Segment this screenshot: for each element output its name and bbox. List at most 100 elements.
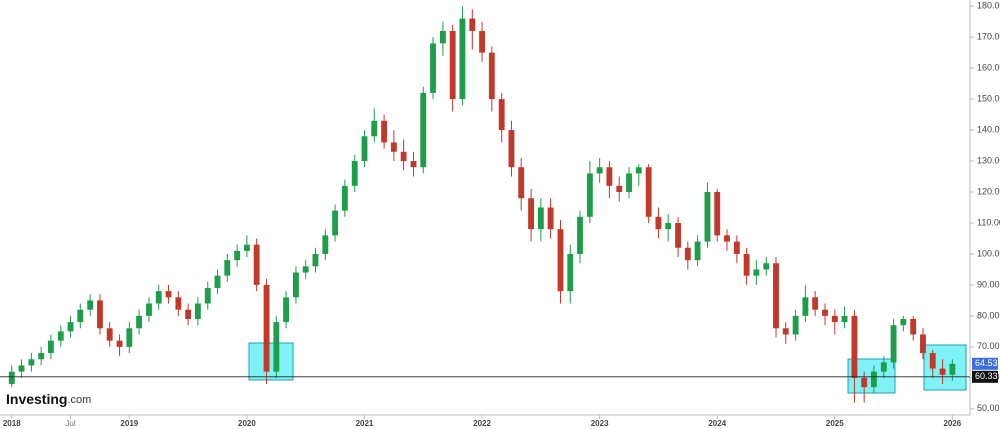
candle-body — [322, 235, 329, 254]
candle-body — [665, 222, 672, 230]
candle-body — [684, 247, 691, 261]
candle-body — [165, 291, 172, 298]
candle-body — [420, 92, 427, 168]
support-label: 60.33 — [975, 371, 998, 381]
candle-body — [283, 297, 289, 323]
y-tick-label: 120.00 — [977, 186, 1000, 196]
candle-body — [439, 30, 446, 44]
candle-body — [694, 241, 701, 261]
candle-body — [743, 253, 750, 276]
candle-body — [753, 269, 760, 276]
candle-body — [361, 136, 368, 162]
candle-body — [841, 315, 848, 323]
candle-body — [586, 173, 593, 217]
candle-body — [106, 328, 113, 341]
candle-body — [802, 297, 809, 316]
logo-suffix: .com — [67, 394, 91, 406]
support-label-box — [972, 370, 998, 383]
candle-body — [469, 18, 476, 31]
candle-body — [400, 151, 407, 162]
candle-body — [341, 185, 348, 211]
last-price-label: 64.53 — [975, 358, 998, 368]
x-tick-label: 2023 — [591, 419, 609, 428]
candle-body — [704, 192, 711, 242]
candle-body — [890, 325, 897, 363]
candle-body — [214, 275, 221, 289]
candle-body — [773, 263, 779, 329]
candle-body — [929, 353, 936, 369]
candle-body — [645, 167, 652, 217]
y-tick-label: 110.00 — [977, 217, 1000, 227]
y-tick-label: 140.00 — [977, 124, 1000, 134]
candle-body — [733, 241, 740, 254]
candle-body — [567, 253, 574, 292]
candle-body — [136, 315, 143, 329]
candle-body — [459, 18, 466, 100]
candle-body — [18, 365, 25, 372]
candle-body — [67, 322, 74, 332]
candle-body — [97, 300, 103, 329]
candle-body — [38, 353, 45, 360]
candle-body — [547, 207, 554, 230]
candle-body — [381, 120, 388, 143]
candle-body — [116, 340, 123, 347]
candle-body — [782, 328, 789, 335]
logo-text: Investing — [6, 391, 67, 407]
candle-body — [714, 192, 721, 236]
candle-body — [488, 52, 495, 100]
candle-body — [253, 244, 260, 285]
candle-body — [626, 173, 632, 193]
candle-body — [498, 99, 505, 131]
candle-body — [910, 318, 917, 335]
candle-body — [175, 297, 182, 310]
candle-body — [8, 371, 15, 385]
candle-body — [293, 272, 299, 298]
candle-body — [635, 167, 642, 174]
candle-body — [724, 235, 730, 242]
y-tick-label: 100.00 — [977, 248, 1000, 258]
candle-body — [880, 362, 887, 372]
candle-body — [194, 303, 201, 319]
candle-body — [528, 198, 535, 230]
candle-body — [537, 207, 544, 230]
y-tick-label: 180.00 — [977, 1, 1000, 11]
candle-body — [792, 315, 799, 335]
candle-body — [920, 334, 926, 354]
candle-body — [312, 253, 319, 267]
candle-body — [675, 222, 681, 248]
candle-body — [410, 161, 417, 168]
candle-body — [822, 309, 828, 316]
x-tick-label: 2019 — [120, 419, 138, 428]
candle-body — [390, 142, 397, 152]
x-tick-label: 2022 — [473, 419, 491, 428]
candle-body — [28, 359, 35, 366]
candle-body — [900, 318, 907, 326]
candle-body — [518, 167, 525, 199]
candle-body — [430, 43, 436, 93]
x-tick-label: Jul — [65, 419, 75, 428]
x-tick-label: 2026 — [943, 419, 961, 428]
candle-body — [204, 288, 211, 304]
y-tick-label: 80.00 — [977, 310, 1000, 320]
candle-body — [263, 284, 270, 372]
candle-body — [155, 291, 162, 304]
candle-body — [273, 322, 280, 372]
candle-body — [655, 216, 662, 230]
candle-body — [596, 167, 603, 174]
candle-body — [557, 229, 564, 292]
x-tick-label: 2018 — [3, 419, 21, 428]
candle-body — [606, 167, 613, 186]
candle-body — [234, 250, 241, 261]
last-price-box — [972, 357, 998, 370]
candle-body — [763, 263, 770, 270]
candle-body — [77, 309, 84, 323]
candle-body — [939, 368, 946, 375]
logo: Investing.com — [6, 391, 91, 407]
candle-body — [47, 340, 54, 354]
candle-body — [371, 120, 378, 137]
x-tick-label: 2020 — [238, 419, 256, 428]
candle-body — [302, 266, 309, 273]
y-tick-label: 150.00 — [977, 93, 1000, 103]
candle-body — [146, 303, 152, 316]
